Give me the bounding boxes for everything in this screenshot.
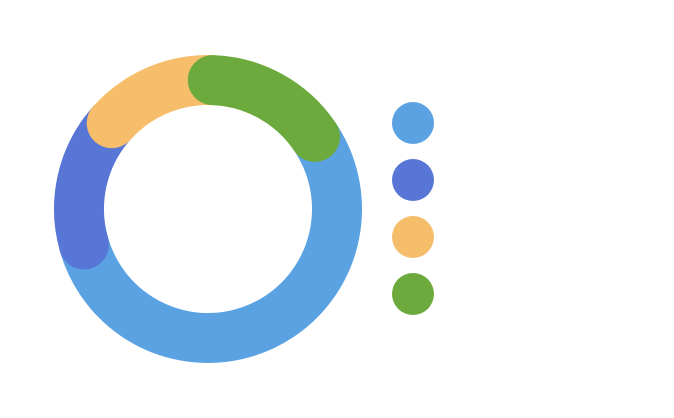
chart-legend (392, 102, 446, 315)
donut-segments (54, 55, 362, 363)
legend-item-4 (392, 273, 446, 315)
legend-swatch-2 (392, 159, 434, 201)
donut-slice-4 (54, 55, 362, 363)
legend-swatch-3 (392, 216, 434, 258)
legend-item-3 (392, 216, 446, 258)
legend-item-2 (392, 159, 446, 201)
legend-swatch-1 (392, 102, 434, 144)
donut-slice-3 (54, 55, 362, 363)
legend-swatch-4 (392, 273, 434, 315)
legend-item-1 (392, 102, 446, 144)
